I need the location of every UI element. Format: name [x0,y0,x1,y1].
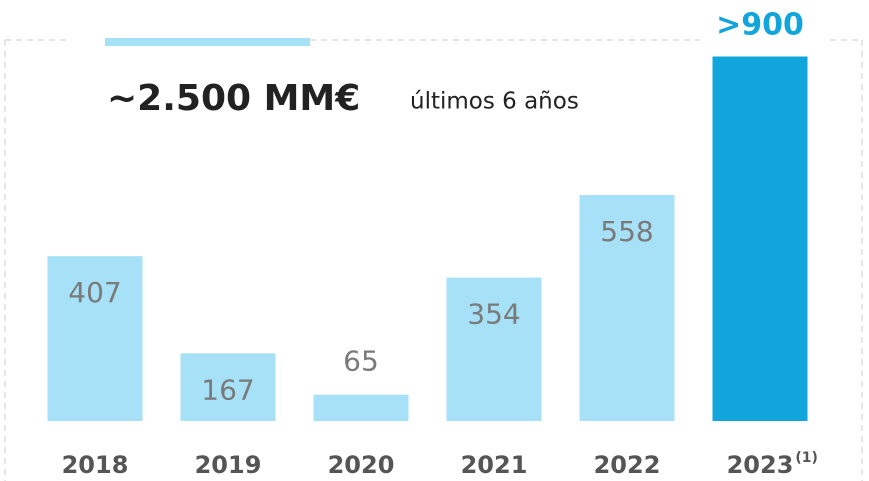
data-label: >900 [716,8,804,43]
data-label: 65 [343,345,379,378]
footnote-mark: (1) [795,450,818,466]
bar [446,277,542,421]
accent-line [105,38,310,46]
frame [4,39,863,481]
x-tick-label: 2021 [461,451,528,479]
chart-subtitle: últimos 6 años [410,89,579,115]
x-tick-label: 2019 [195,451,262,479]
data-label: 167 [201,373,254,406]
data-label: 558 [600,215,653,248]
bar [579,195,675,421]
x-tick-label: 2018 [62,451,129,479]
x-tick-label: 2022 [594,451,661,479]
bar [313,394,409,421]
bar [180,353,276,421]
bar [47,256,143,421]
data-label: 354 [467,298,520,331]
chart-title: ~2.500 MM€ [107,78,360,119]
data-label: 407 [68,276,121,309]
bar [712,56,808,421]
x-tick-label: 2020 [328,451,395,479]
x-tick-label: 2023 [727,451,794,479]
